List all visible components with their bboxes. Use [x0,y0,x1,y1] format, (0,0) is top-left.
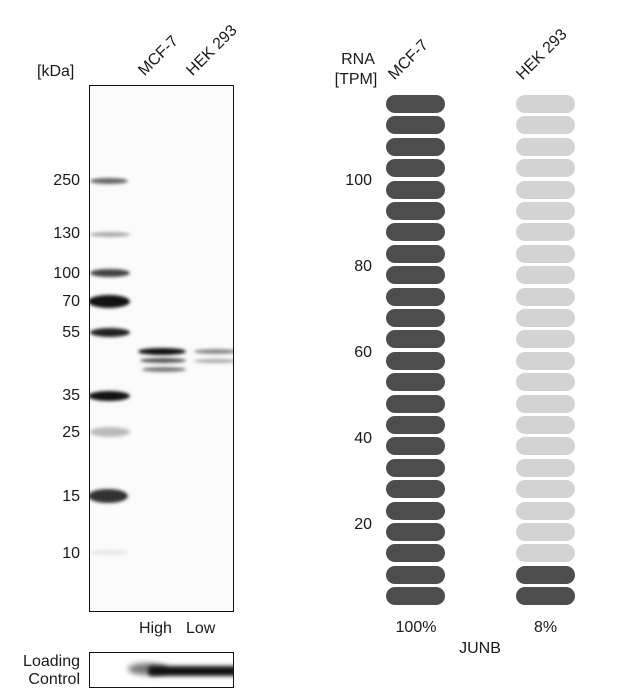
ladder-band-25 [90,427,130,437]
rna-pill [516,266,575,285]
ladder-band-100 [90,269,130,277]
rna-y-tick: 100 [345,172,372,189]
rna-y-tick: 60 [354,344,372,361]
rna-pill [516,180,575,199]
rna-pill [516,544,575,563]
rna-pill [386,95,445,113]
rna-pill [386,309,445,327]
rna-pill [516,523,575,541]
rna-pill [386,266,445,285]
rna-pill [386,116,445,135]
mw-marker-label: 15 [62,488,80,505]
loading-control-blot [89,652,234,688]
ladder-band-70 [90,295,130,308]
rna-pill [516,565,575,584]
ladder-band-35 [90,391,130,401]
rna-pill [386,287,445,306]
mw-marker-label: 130 [53,225,80,242]
rna-pill [516,416,575,434]
rna-pill [516,458,575,477]
kda-unit-label: [kDa] [37,63,75,80]
gene-name-label: JUNB [459,640,501,657]
rna-pill [516,116,575,135]
loading-control-label-line1: Loading [23,653,80,670]
western-blot-image [89,85,234,612]
rna-pill [386,565,445,584]
rna-pill [386,137,445,156]
rna-pill [386,351,445,370]
rna-pill [516,287,575,306]
rna-pill [386,544,445,563]
rna-pill [386,244,445,263]
mw-marker-label: 250 [53,172,80,189]
rna-column-label-hek293: HEK 293 [513,25,571,84]
rna-pill [386,394,445,413]
lane-label-mcf7: MCF-7 [135,32,182,80]
percent-label-mcf7: 100% [395,619,437,636]
mcf7-band-main [138,348,186,355]
loading-control-label-line2: Control [28,671,80,688]
rna-pill [386,587,445,606]
rna-y-tick: 80 [354,258,372,275]
rna-pill [386,437,445,456]
hek293-band-2 [194,359,233,363]
rna-pill [516,394,575,413]
rna-pill [386,480,445,499]
rna-pill [516,223,575,242]
ladder-band-130 [90,232,130,237]
rna-axis-label-line2: [TPM] [334,71,378,88]
rna-axis-label-line1: RNA [341,51,375,68]
mw-marker-label: 25 [62,424,80,441]
rna-pill [516,137,575,156]
mcf7-band-2 [140,358,186,363]
mw-marker-label: 10 [62,545,80,562]
rna-pill [386,223,445,242]
mw-marker-label: 35 [62,387,80,404]
rna-pill [516,437,575,456]
rna-pill [516,351,575,370]
loading-label-low: Low [186,620,216,637]
rna-pill [386,330,445,349]
rna-pill [386,523,445,541]
lane-label-hek293: HEK 293 [183,21,241,80]
rna-pill [516,244,575,263]
hek293-band-main [194,349,233,354]
ladder-band-10 [90,550,128,555]
loading-control-band [148,666,233,676]
ladder-band-250 [90,178,128,184]
rna-pill [516,159,575,178]
mw-marker-label: 70 [62,293,80,310]
rna-pill [386,458,445,477]
rna-pill [516,95,575,113]
rna-column-label-mcf7: MCF-7 [385,36,432,84]
mw-marker-label: 100 [53,265,80,282]
rna-y-tick: 40 [354,430,372,447]
ladder-band-15 [90,489,128,503]
rna-pill [516,501,575,520]
rna-pill [386,159,445,178]
ladder-band-55 [90,328,130,337]
rna-pill [516,587,575,606]
rna-pill [516,480,575,499]
loading-label-high: High [139,620,172,637]
mw-marker-label: 55 [62,324,80,341]
rna-pill [516,373,575,392]
rna-pill [386,180,445,199]
rna-pill [516,330,575,349]
rna-pill [386,373,445,392]
mcf7-band-3 [142,367,186,372]
rna-pill [516,309,575,327]
percent-label-hek293: 8% [533,619,558,636]
rna-pill [386,416,445,434]
rna-pill [386,202,445,220]
rna-y-tick: 20 [354,516,372,533]
rna-pill [516,202,575,220]
rna-pill [386,501,445,520]
